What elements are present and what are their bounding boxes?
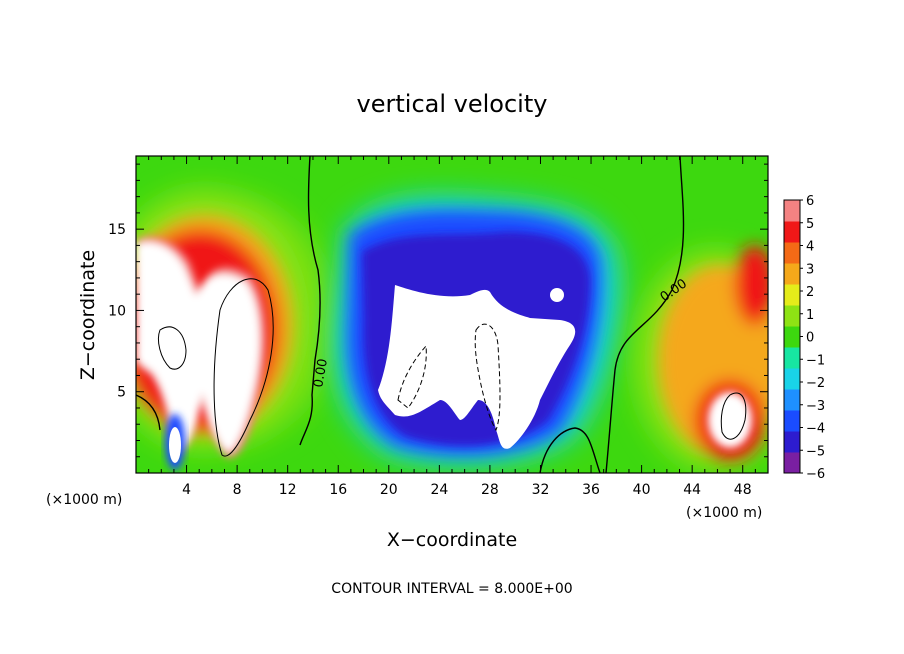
colorbar-swatch <box>784 452 800 474</box>
x-tick-label: 44 <box>683 482 701 498</box>
colorbar-tick-label: −6 <box>806 467 825 482</box>
colorbar-swatch <box>784 221 800 243</box>
colorbar-tick-label: −4 <box>806 422 825 437</box>
y-tick-label: 10 <box>108 303 126 319</box>
zero-contours <box>136 156 685 473</box>
x-tick-label: 8 <box>233 482 242 498</box>
x-tick-label: 4 <box>182 482 191 498</box>
colorbar-swatch <box>784 410 800 432</box>
x-tick-label: 32 <box>532 482 550 498</box>
chart-title: vertical velocity <box>357 90 548 118</box>
x-tick-label: 40 <box>633 482 651 498</box>
y-tick-label: 5 <box>117 385 126 401</box>
x-tick-label: 36 <box>582 482 600 498</box>
colorbar-tick-label: 1 <box>806 308 814 323</box>
contour-label-center: 0.00 <box>311 358 331 389</box>
colorbar-swatch <box>784 242 800 264</box>
negative-contours <box>397 323 501 432</box>
colorbar-labels: 6 5 4 3 2 1 0 −1 −2 −3 −4 −5 −6 <box>806 194 825 482</box>
colorbar-tick-label: −3 <box>806 399 825 414</box>
positive-contours <box>157 278 747 457</box>
y-axis-label: Z−coordinate <box>77 250 99 380</box>
x-tick-label: 24 <box>430 482 448 498</box>
colorbar-swatch <box>784 389 800 411</box>
colorbar-tick-label: 5 <box>806 217 814 232</box>
downdraft-core <box>378 285 576 449</box>
x-tick-label: 28 <box>481 482 499 498</box>
colorbar-tick-label: 3 <box>806 262 814 277</box>
right-updraft-core <box>708 392 752 448</box>
colorbar-tick-label: −1 <box>806 353 825 368</box>
colorbar-tick-label: 6 <box>806 194 814 209</box>
colorbar-swatch <box>784 326 800 348</box>
colorbar-tick-label: −2 <box>806 376 825 391</box>
colorbar-swatch <box>784 368 800 390</box>
colorbar <box>783 199 803 474</box>
velocity-field: 0.00 0.00 <box>136 156 768 473</box>
colorbar-tick-label: 0 <box>806 331 814 346</box>
colorbar-swatch <box>784 431 800 453</box>
x-tick-label: 20 <box>380 482 398 498</box>
downdraft-blob <box>550 288 564 302</box>
colorbar-swatch <box>784 200 800 222</box>
colorbar-swatch <box>784 284 800 306</box>
axis-ticks <box>136 156 768 473</box>
x-tick-label: 16 <box>329 482 347 498</box>
x-tick-label: 48 <box>734 482 752 498</box>
colorbar-tick-label: 4 <box>806 240 814 255</box>
colorbar-tick-label: −5 <box>806 444 825 459</box>
colorbar-swatch <box>784 305 800 327</box>
colorbar-swatch <box>784 263 800 285</box>
x-unit-left: (×1000 m) <box>46 492 122 508</box>
colorbar-swatch <box>784 347 800 369</box>
contour-interval-footer: CONTOUR INTERVAL = 8.000E+00 <box>331 581 572 597</box>
x-tick-label: 12 <box>279 482 297 498</box>
colorbar-tick-label: 2 <box>806 285 814 300</box>
y-tick-label: 15 <box>108 222 126 238</box>
x-axis-label: X−coordinate <box>387 529 517 551</box>
y-tick-labels: 5 10 15 <box>108 222 126 401</box>
x-unit-right: (×1000 m) <box>686 505 762 521</box>
x-tick-labels: 4 8 12 16 20 24 28 32 36 40 44 48 <box>182 482 752 498</box>
